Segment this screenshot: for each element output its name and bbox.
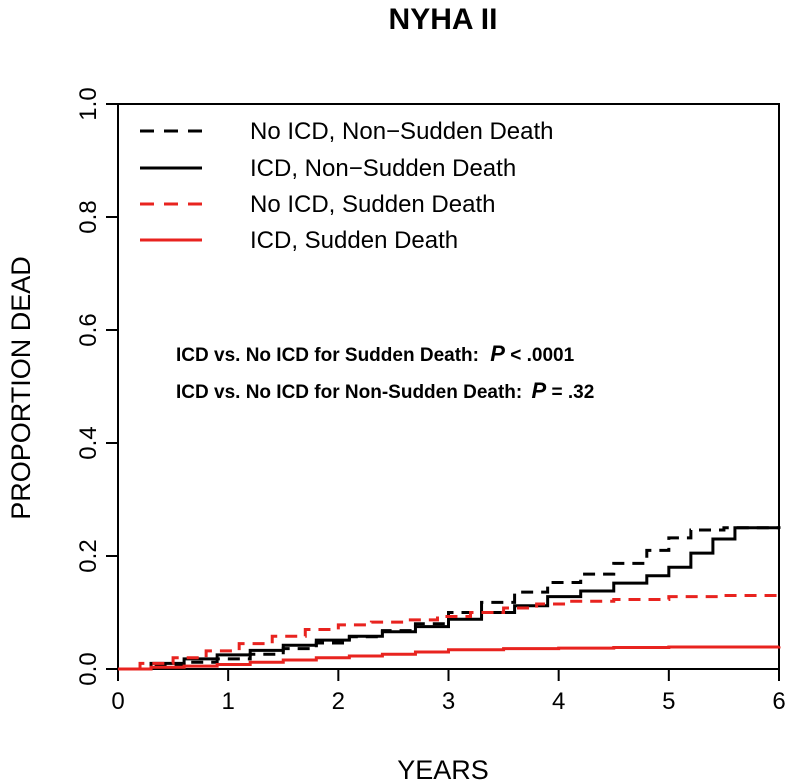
- y-tick-label: 1.0: [75, 87, 102, 120]
- annotation-sudden-death-text: ICD vs. No ICD for Sudden Death:: [176, 345, 479, 366]
- x-tick-label: 6: [772, 688, 785, 715]
- y-tick-label: 0.2: [75, 539, 102, 572]
- annotation-non-sudden-death: ICD vs. No ICD for Non-Sudden Death: P =…: [176, 378, 594, 403]
- series-layer: [118, 526, 781, 671]
- y-tick-label: 0.8: [75, 200, 102, 233]
- y-tick-label: 0.4: [75, 426, 102, 459]
- series-line-icd-non-sudden-death: [118, 526, 779, 671]
- chart-title: NYHA II: [389, 3, 498, 36]
- x-tick-label: 1: [221, 688, 234, 715]
- y-axis-label: PROPORTION DEAD: [6, 256, 36, 520]
- series-line-no-icd-non-sudden-death: [118, 526, 781, 671]
- annotation-non-sudden-death-p-symbol: P: [532, 378, 547, 403]
- annotation-sudden-death-p-symbol: P: [490, 341, 505, 366]
- series-line-no-icd-sudden-death: [118, 594, 779, 671]
- series-line-icd-sudden-death: [118, 645, 781, 671]
- x-tick-label: 0: [111, 688, 124, 715]
- y-tick-label: 0.6: [75, 313, 102, 346]
- x-tick-label: 4: [552, 688, 565, 715]
- annotation-sudden-death: ICD vs. No ICD for Sudden Death: P < .00…: [176, 341, 575, 366]
- legend-label-icd-non-sudden-death: ICD, Non−Sudden Death: [250, 155, 516, 182]
- x-tick-label: 5: [662, 688, 675, 715]
- axes: 0 1 2 3 4 5 6 0.0 0.2 0.4 0.6 0.8 1.0: [75, 87, 786, 715]
- legend-label-icd-sudden-death: ICD, Sudden Death: [250, 227, 458, 254]
- y-tick-label: 0.0: [75, 652, 102, 685]
- x-axis-label: YEARS: [397, 755, 489, 782]
- x-tick-label: 3: [442, 688, 455, 715]
- legend: No ICD, Non−Sudden Death ICD, Non−Sudden …: [140, 118, 554, 254]
- annotation-sudden-death-p-value: < .0001: [510, 345, 574, 366]
- annotations: ICD vs. No ICD for Sudden Death: P < .00…: [176, 341, 594, 403]
- legend-label-no-icd-sudden-death: No ICD, Sudden Death: [250, 191, 495, 218]
- annotation-non-sudden-death-text: ICD vs. No ICD for Non-Sudden Death:: [176, 382, 522, 403]
- annotation-non-sudden-death-p-value: = .32: [551, 382, 594, 403]
- legend-label-no-icd-non-sudden-death: No ICD, Non−Sudden Death: [250, 118, 554, 145]
- x-tick-label: 2: [332, 688, 345, 715]
